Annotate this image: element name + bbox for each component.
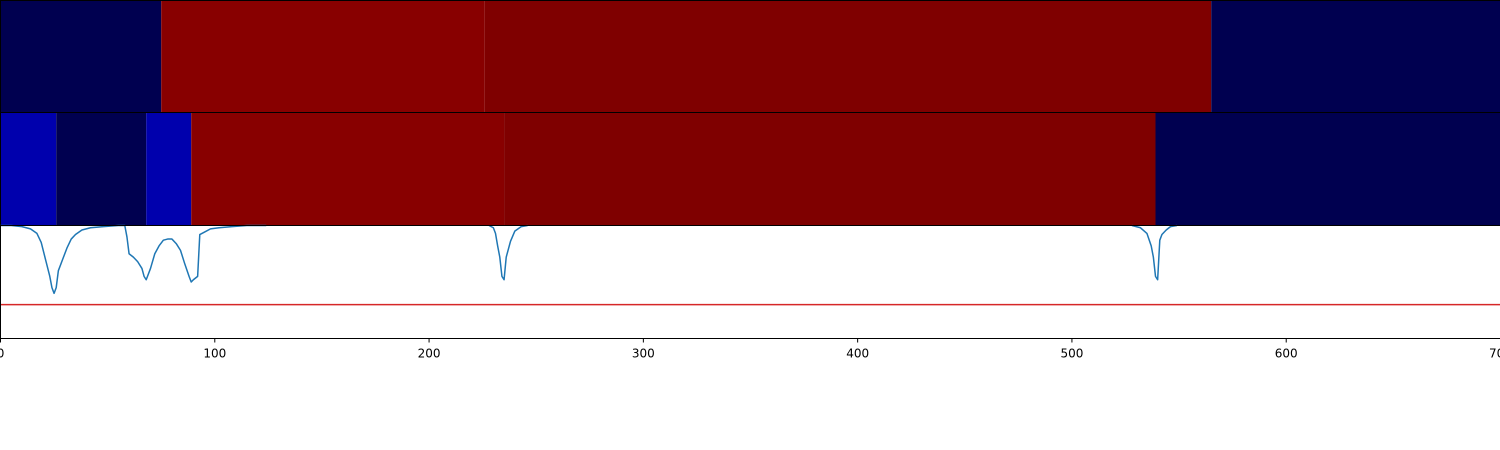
heatmap-middle-segment-1 [56,112,147,226]
signal-series-2 [1131,224,1178,281]
x-tick-label: 100 [203,347,226,361]
x-tick-label: 700 [1489,347,1500,361]
x-tick-label: 600 [1275,347,1298,361]
heatmap-band-top [0,0,1500,113]
signal-panel [0,224,1500,339]
heatmap-top-segment-0 [0,0,162,113]
heatmap-middle-segment-2 [146,112,192,226]
heatmap-middle-segment-4 [504,112,1156,226]
x-tick-label: 400 [846,347,869,361]
x-tick-label: 200 [418,347,441,361]
heatmap-middle-segment-0 [0,112,57,226]
heatmap-top-segment-1 [161,0,485,113]
heatmap-top-segment-2 [484,0,1212,113]
signal-background [0,225,1500,339]
signal-series-1 [488,224,528,281]
heatmap-middle-segment-3 [191,112,505,226]
x-tick-label: 500 [1060,347,1083,361]
x-axis: 0 100 200 300 400 500 600 700 [0,338,1500,361]
heatmap-middle-segment-5 [1155,112,1500,226]
signal-frame [0,225,1500,339]
x-tick-label: 300 [632,347,655,361]
heatmap-top-segment-3 [1211,0,1500,113]
signal-series-0 [0,224,267,295]
x-tick-label: 0 [0,347,4,361]
heatmap-band-middle [0,112,1500,226]
